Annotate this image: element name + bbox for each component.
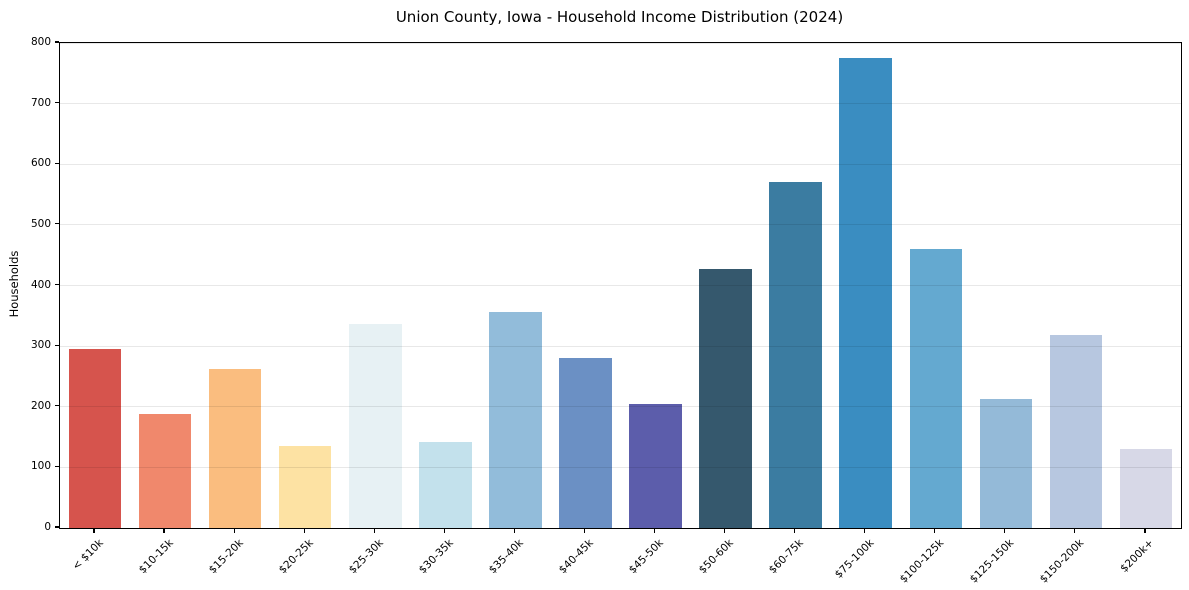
x-tick-mark-3 xyxy=(303,528,305,533)
y-tick-mark-100 xyxy=(54,465,59,467)
x-tick-label-15: $200k+ xyxy=(1118,537,1157,575)
chart-title: Union County, Iowa - Household Income Di… xyxy=(395,8,844,26)
gridline-500 xyxy=(60,224,1181,226)
y-tick-mark-300 xyxy=(54,344,59,346)
x-tick-label-12: $100-125k xyxy=(897,537,947,586)
x-tick-mark-13 xyxy=(1004,528,1006,533)
gridline-200 xyxy=(60,406,1181,408)
y-tick-mark-700 xyxy=(54,102,59,104)
y-tick-label-100: 100 xyxy=(30,460,51,473)
x-tick-mark-6 xyxy=(513,528,515,533)
gridline-800 xyxy=(60,42,1181,44)
x-tick-mark-8 xyxy=(653,528,656,533)
y-tick-label-300: 300 xyxy=(30,339,51,352)
bar-15 xyxy=(1119,449,1173,528)
bar-3 xyxy=(278,446,332,528)
x-tick-mark-15 xyxy=(1144,528,1146,533)
y-tick-mark-0 xyxy=(54,526,59,528)
bar-12 xyxy=(909,249,963,528)
plot-area xyxy=(59,42,1182,529)
x-tick-label-7: $40-45k xyxy=(556,537,596,577)
y-tick-label-0: 0 xyxy=(44,521,51,533)
gridline-600 xyxy=(60,163,1181,165)
y-tick-label-200: 200 xyxy=(30,399,51,412)
bar-4 xyxy=(349,323,402,528)
bar-5 xyxy=(419,441,472,528)
gridline-300 xyxy=(60,345,1181,347)
x-tick-mark-10 xyxy=(794,528,796,533)
x-tick-mark-5 xyxy=(443,528,445,533)
x-tick-label-10: $60-75k xyxy=(767,537,807,577)
x-tick-label-0: < $10k xyxy=(69,537,106,573)
x-tick-mark-2 xyxy=(233,528,235,533)
x-tick-label-13: $125-150k xyxy=(967,537,1017,586)
bar-1 xyxy=(138,414,192,528)
bar-2 xyxy=(208,369,262,528)
y-tick-mark-400 xyxy=(54,283,59,286)
bar-7 xyxy=(559,357,612,528)
y-tick-mark-200 xyxy=(54,405,59,407)
bar-14 xyxy=(1049,335,1103,528)
x-tick-mark-11 xyxy=(864,528,866,533)
x-tick-mark-14 xyxy=(1074,528,1076,533)
y-tick-mark-500 xyxy=(54,223,59,225)
x-tick-mark-12 xyxy=(934,528,936,533)
x-tick-mark-9 xyxy=(723,528,726,533)
x-tick-label-11: $75-100k xyxy=(832,537,877,581)
y-tick-label-600: 600 xyxy=(30,157,51,170)
x-tick-mark-1 xyxy=(163,528,165,533)
y-tick-mark-600 xyxy=(54,162,59,164)
x-tick-label-14: $150-200k xyxy=(1037,537,1087,586)
x-tick-label-1: $10-15k xyxy=(136,537,176,577)
gridline-100 xyxy=(60,466,1181,468)
x-tick-mark-7 xyxy=(583,528,586,533)
y-tick-mark-800 xyxy=(54,41,59,43)
x-tick-label-3: $20-25k xyxy=(276,537,316,577)
bar-10 xyxy=(769,182,822,528)
bar-13 xyxy=(979,399,1033,528)
y-tick-label-800: 800 xyxy=(30,36,51,48)
y-tick-label-500: 500 xyxy=(30,217,51,230)
y-tick-label-400: 400 xyxy=(30,278,51,291)
bar-6 xyxy=(489,312,542,528)
x-tick-label-4: $25-30k xyxy=(346,537,386,577)
bar-8 xyxy=(629,403,682,528)
bar-9 xyxy=(699,268,752,528)
bar-11 xyxy=(839,58,892,528)
x-tick-label-6: $35-40k xyxy=(486,537,526,577)
x-tick-mark-4 xyxy=(373,528,375,533)
gridline-700 xyxy=(60,103,1181,105)
bar-0 xyxy=(68,348,122,528)
gridline-400 xyxy=(60,285,1181,286)
x-tick-label-9: $50-60k xyxy=(696,537,737,577)
x-tick-label-2: $15-20k xyxy=(206,537,246,577)
x-tick-mark-0 xyxy=(93,528,95,533)
x-tick-label-8: $45-50k xyxy=(626,537,667,577)
x-tick-label-5: $30-35k xyxy=(416,537,456,577)
y-tick-label-700: 700 xyxy=(30,96,51,109)
